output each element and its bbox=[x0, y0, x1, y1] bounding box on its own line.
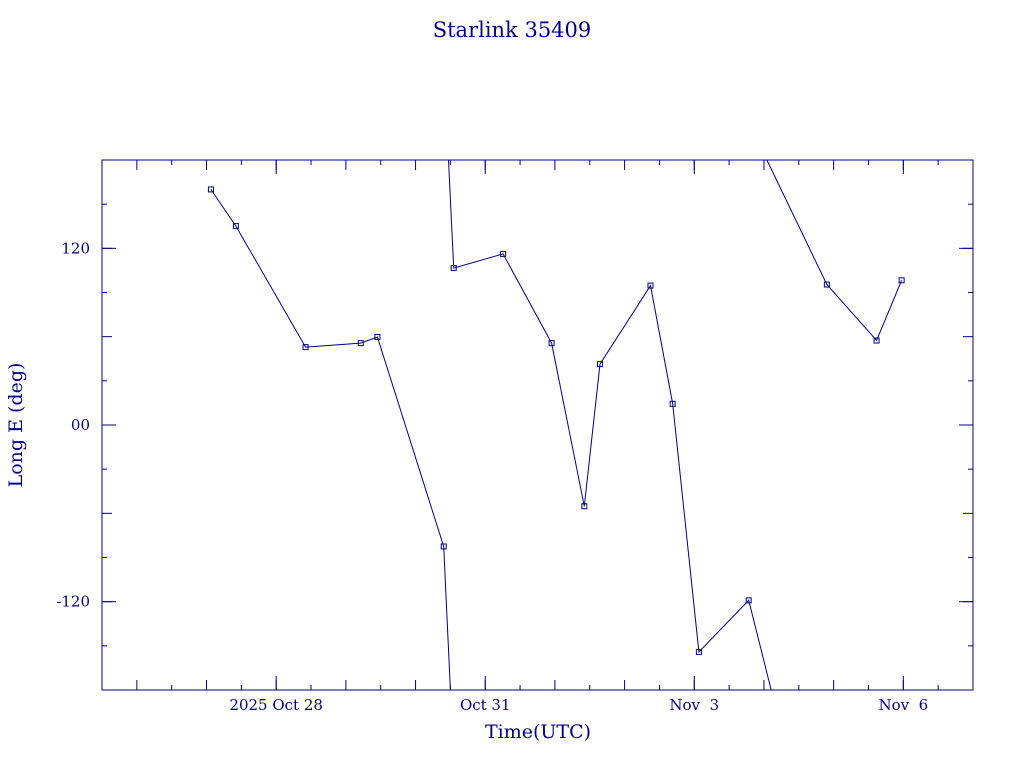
x-tick-label: Nov 3 bbox=[669, 696, 719, 714]
x-tick-label: Nov 6 bbox=[878, 696, 928, 714]
data-point bbox=[357, 340, 364, 347]
data-point bbox=[548, 340, 555, 347]
data-point bbox=[669, 400, 676, 407]
data-point bbox=[596, 361, 603, 368]
plot-frame bbox=[101, 159, 974, 691]
data-point bbox=[440, 543, 447, 550]
x-axis-label: Time(UTC) bbox=[485, 721, 591, 743]
x-tick-label: 2025 Oct 28 bbox=[229, 696, 323, 714]
axis-ticks bbox=[102, 160, 973, 690]
data-point bbox=[302, 344, 309, 351]
series-line-segment bbox=[448, 159, 772, 691]
y-axis-label: Long E (deg) bbox=[5, 363, 27, 488]
y-tick-label: -120 bbox=[56, 593, 90, 611]
data-point bbox=[695, 649, 702, 656]
y-tick-labels: 120 00 -120 bbox=[56, 239, 90, 610]
data-point bbox=[745, 597, 752, 604]
data-point bbox=[898, 277, 905, 284]
data-point bbox=[873, 337, 880, 344]
data-point bbox=[374, 333, 381, 340]
chart-title: Starlink 35409 bbox=[433, 18, 592, 42]
y-tick-label: 00 bbox=[71, 416, 90, 434]
x-tick-label: Oct 31 bbox=[460, 696, 511, 714]
data-point bbox=[581, 503, 588, 510]
series-line-segment bbox=[766, 159, 903, 342]
series-lines bbox=[210, 159, 903, 691]
data-point bbox=[823, 281, 830, 288]
y-tick-label: 120 bbox=[61, 239, 90, 257]
data-point bbox=[450, 265, 457, 272]
x-tick-labels: 2025 Oct 28 Oct 31 Nov 3 Nov 6 bbox=[229, 696, 928, 714]
data-point bbox=[500, 250, 507, 257]
data-point bbox=[647, 282, 654, 289]
data-point bbox=[232, 223, 239, 230]
data-point bbox=[207, 186, 214, 193]
series-line-segment bbox=[210, 189, 451, 691]
series-points bbox=[207, 186, 905, 656]
